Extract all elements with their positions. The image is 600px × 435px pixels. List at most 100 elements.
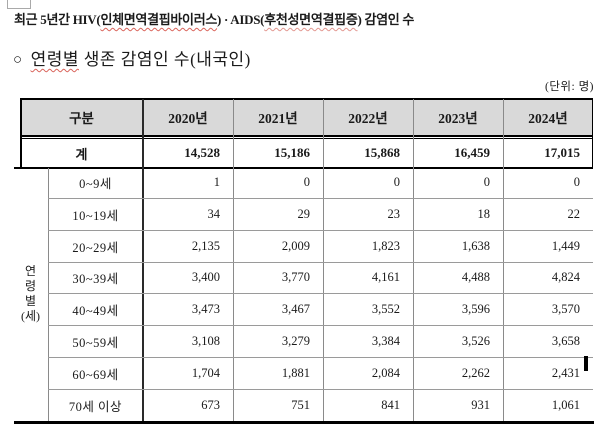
row-label: 30~39세	[72, 272, 119, 286]
title-seg3: ) · AIDS(	[217, 12, 265, 27]
cell-value: 3,526	[461, 333, 490, 348]
cell-value: 3,552	[371, 301, 400, 316]
table-left-border	[20, 99, 22, 167]
cell-value: 751	[291, 397, 310, 412]
cell-value: 4,161	[371, 270, 400, 284]
total-2022: 15,868	[364, 145, 400, 160]
cell-value: 3,570	[551, 301, 580, 316]
table-bottom-border	[14, 421, 594, 424]
header-cell-2022: 2022년	[348, 111, 388, 126]
cell-value: 3,108	[191, 333, 220, 348]
row-divider	[48, 198, 593, 199]
subtitle-rest: 생존 감염인 수(내국인)	[78, 50, 251, 69]
text-cursor[interactable]	[584, 356, 588, 371]
cell-value: 1	[213, 175, 220, 189]
table-row-age-10-19: 10~19세 34 29 23 18 22	[48, 198, 593, 230]
document-title: 최근 5년간 HIV(인체면역결핍바이러스) · AIDS(후천성면역결핍증) …	[14, 9, 414, 28]
year-column-divider	[502, 99, 504, 421]
header-cell-2021: 2021년	[258, 111, 298, 126]
cell-value: 3,467	[281, 301, 310, 316]
cell-value: 1,704	[191, 365, 220, 380]
table-row-age-50-59: 50~59세 3,108 3,279 3,384 3,526 3,658	[48, 325, 593, 357]
header-double-rule-lower	[20, 138, 593, 139]
row-label: 20~29세	[72, 240, 119, 255]
year-column-divider	[322, 99, 324, 421]
total-label: 계	[75, 146, 88, 162]
table-row-age-70-plus: 70세 이상 673 751 841 931 1,061	[48, 389, 593, 421]
table-row-age-30-39: 30~39세 3,400 3,770 4,161 4,488 4,824	[48, 262, 593, 293]
cell-value: 3,596	[461, 301, 490, 316]
table-row-age-0-9: 0~9세 1 0 0 0 0	[48, 167, 593, 198]
cell-value: 4,488	[461, 270, 490, 284]
row-divider	[48, 262, 593, 263]
cell-value: 673	[201, 397, 220, 412]
cell-value: 1,881	[281, 365, 310, 380]
header-cell-2023: 2023년	[438, 111, 478, 126]
page-corner-box	[7, 0, 31, 9]
label-column-divider	[142, 99, 144, 421]
table-total-row: 계 14,528 15,186 15,868 16,459 17,015	[20, 139, 593, 167]
cell-value: 2,262	[461, 365, 490, 380]
row-label: 10~19세	[72, 208, 119, 223]
row-divider	[48, 293, 593, 294]
header-cell-gubun: 구분	[69, 111, 94, 126]
title-seg4-spellchecked: 후천성면역결핍증	[264, 12, 358, 27]
total-2023: 16,459	[454, 145, 490, 160]
table-right-border	[591, 99, 593, 167]
cell-value: 2,135	[191, 238, 220, 253]
cell-value: 3,279	[281, 333, 310, 348]
row-label: 60~69세	[72, 367, 119, 382]
header-cell-2020: 2020년	[168, 111, 208, 126]
title-seg2-spellchecked: 인체면역결핍바이러스	[100, 12, 218, 27]
total-row-bottom-rule	[14, 167, 593, 169]
cell-value: 23	[387, 206, 401, 221]
cell-value: 29	[297, 206, 311, 221]
table-row-age-60-69: 60~69세 1,704 1,881 2,084 2,262 2,431	[48, 357, 593, 389]
cell-value: 931	[471, 397, 490, 412]
table-top-border	[20, 97, 593, 100]
section-heading: ○ 연령별 생존 감염인 수(내국인)	[13, 45, 251, 70]
cell-value: 3,473	[191, 301, 220, 316]
unit-note: (단위: 명)	[545, 81, 594, 93]
cell-value: 0	[303, 175, 310, 189]
row-label: 70세 이상	[68, 399, 123, 414]
total-2024: 17,015	[544, 145, 580, 160]
year-column-divider	[412, 99, 414, 421]
title-seg5: ) 감염인 수	[357, 12, 415, 27]
header-double-rule-upper	[20, 135, 593, 137]
cell-value: 34	[207, 206, 221, 221]
title-seg1: 최근 5년간 HIV(	[14, 12, 101, 27]
cell-value: 1,823	[371, 238, 400, 253]
cell-value: 2,009	[281, 238, 310, 253]
table-header-row: 구분 2020년 2021년 2022년 2023년 2024년	[20, 99, 593, 135]
cell-value: 3,770	[281, 270, 310, 284]
cell-value: 0	[573, 175, 580, 189]
cell-value: 1,061	[551, 397, 580, 412]
table-row-age-40-49: 40~49세 3,473 3,467 3,552 3,596 3,570	[48, 293, 593, 325]
cell-value: 3,400	[191, 270, 220, 284]
cell-value: 0	[393, 175, 400, 189]
subtitle-marked-word: 연령별	[30, 50, 79, 69]
row-divider	[48, 357, 593, 358]
row-divider	[48, 230, 593, 231]
year-column-divider	[232, 99, 234, 421]
age-group-vertical-label: 연 령 별 (세)	[20, 264, 41, 323]
row-label: 50~59세	[72, 335, 119, 350]
total-2020: 14,528	[184, 145, 220, 160]
age-group-column-divider	[47, 168, 49, 421]
cell-value: 1,638	[461, 238, 490, 253]
row-label: 0~9세	[79, 177, 112, 191]
cell-value: 4,824	[551, 270, 580, 284]
circle-bullet-icon: ○	[13, 52, 23, 68]
cell-value: 841	[381, 397, 400, 412]
cell-value: 1,449	[551, 238, 580, 253]
row-divider	[48, 389, 593, 390]
total-2021: 15,186	[274, 145, 310, 160]
cell-value: 3,384	[371, 333, 400, 348]
cell-value: 0	[483, 175, 490, 189]
cell-value: 3,658	[551, 333, 580, 348]
header-cell-2024: 2024년	[528, 111, 568, 126]
cell-value: 2,431	[551, 365, 580, 380]
cell-value: 18	[477, 206, 491, 221]
row-label: 40~49세	[72, 303, 119, 318]
